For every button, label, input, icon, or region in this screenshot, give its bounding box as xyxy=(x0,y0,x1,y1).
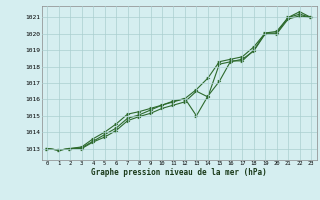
X-axis label: Graphe pression niveau de la mer (hPa): Graphe pression niveau de la mer (hPa) xyxy=(91,168,267,177)
